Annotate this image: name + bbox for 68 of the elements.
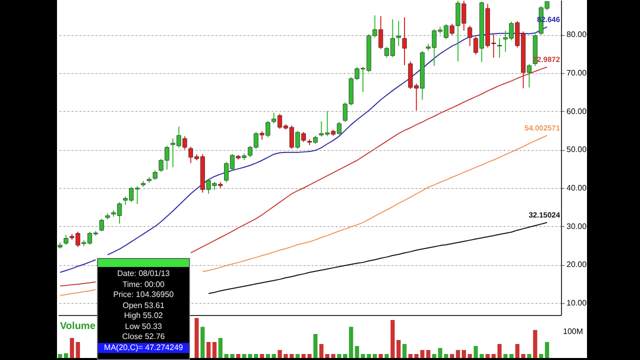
annotation: Volume (60, 321, 96, 332)
annotation: High 55.02 (123, 311, 164, 322)
bar (396, 340, 401, 358)
y-tick-label: 40.00 (566, 184, 588, 192)
annotation: Time: 00:00 (122, 280, 166, 290)
y-tick-label: 10.00 (566, 298, 588, 308)
candlestick (402, 16, 407, 66)
candlestick (396, 20, 401, 47)
candlestick (468, 25, 472, 47)
bar (266, 354, 270, 358)
bar (462, 350, 466, 358)
bar (296, 354, 300, 358)
bar (307, 354, 312, 358)
bar (354, 346, 360, 358)
bar (503, 354, 508, 358)
y-tick-label: 60.00 (566, 106, 588, 116)
bar (301, 354, 306, 358)
bar (384, 354, 389, 358)
bar (492, 354, 496, 358)
bar (444, 354, 448, 358)
bar (497, 344, 502, 358)
bar (194, 318, 199, 358)
bar (58, 354, 62, 358)
y-tick-label: 50.00 (566, 145, 588, 154)
annotation: MA(20,C)= 47.274249 (98, 342, 189, 353)
annotation: Open 53.61 (122, 300, 166, 311)
bar (539, 354, 544, 358)
line-series (208, 222, 548, 294)
candlestick (64, 234, 68, 246)
annotation: Date: 08/01/13 (116, 269, 171, 280)
candlestick (99, 218, 104, 232)
bar (468, 354, 472, 358)
bar (527, 354, 532, 358)
bar (236, 354, 240, 358)
bar (76, 342, 80, 358)
bar (378, 354, 383, 358)
bar (390, 320, 395, 358)
bar (456, 350, 460, 358)
bar (360, 354, 366, 358)
bar (509, 354, 514, 358)
bar (486, 354, 490, 358)
y-tick-label: 70.00 (566, 68, 588, 78)
bar (218, 338, 222, 358)
annotation: Low 50.33 (124, 322, 163, 332)
bar (64, 353, 68, 358)
bar (414, 354, 418, 358)
bar (212, 342, 217, 358)
bar (402, 344, 407, 358)
bar (348, 326, 354, 358)
bar (254, 354, 258, 358)
bar (313, 334, 318, 358)
annotation: Close 52.76 (121, 332, 166, 342)
bar (544, 342, 550, 358)
y-tick-label: 20.00 (566, 260, 588, 270)
bar (450, 354, 454, 358)
y-tick-label: 30.00 (566, 222, 588, 231)
bar (533, 330, 538, 358)
bar (272, 354, 276, 358)
candlestick (152, 170, 158, 180)
bar (260, 354, 264, 358)
annotation: Price: 104.36950 (112, 290, 175, 300)
candlestick (497, 38, 502, 58)
bar (70, 338, 74, 358)
bar (408, 354, 413, 358)
text: 100M (563, 327, 584, 336)
bar (206, 342, 211, 358)
bar (200, 326, 205, 358)
y-tick-label: 80.00 (566, 30, 588, 40)
